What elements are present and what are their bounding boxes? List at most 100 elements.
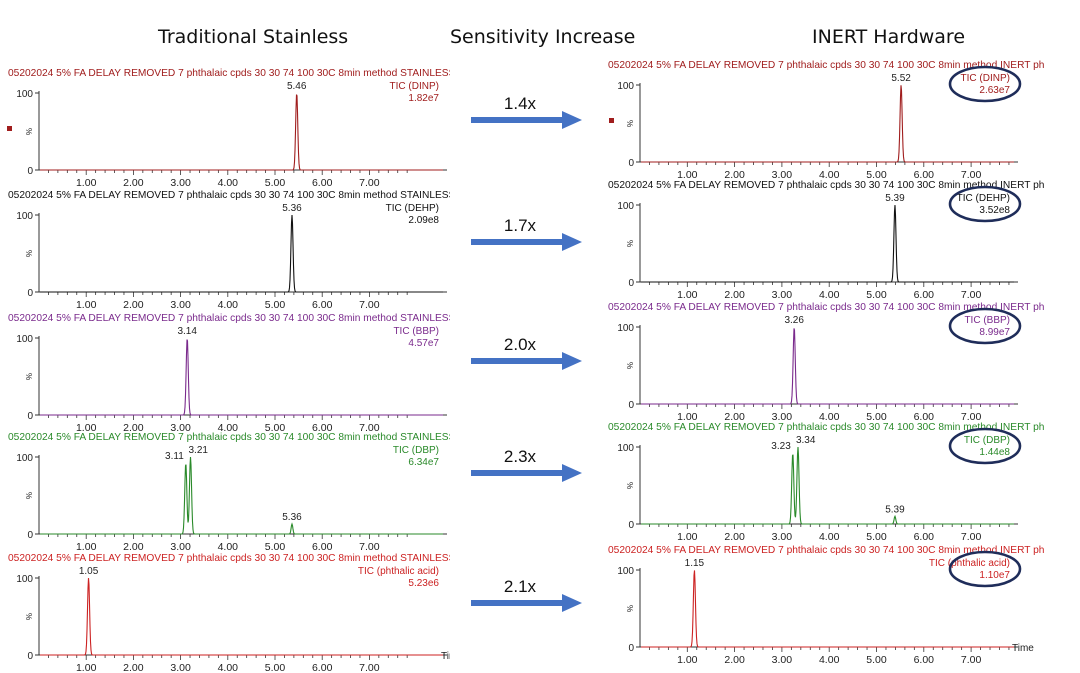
traditional-bbp-x-tick-label: 5.00 xyxy=(265,422,286,434)
inert-dinp-run-header: 05202024 5% FA DELAY REMOVED 7 phthalaic… xyxy=(608,60,1044,71)
inert-dinp-x-tick-label: 2.00 xyxy=(724,169,745,181)
traditional-dbp-intensity-label: 6.34e7 xyxy=(408,457,439,468)
traditional-dinp-x-tick-label: 1.00 xyxy=(76,177,97,189)
inert-dehp-x-tick-label: 2.00 xyxy=(724,289,745,301)
inert-dinp-x-tick-label: 4.00 xyxy=(819,169,840,181)
inert-dbp-x-tick-label: 5.00 xyxy=(866,531,887,543)
inert-bbp-run-header: 05202024 5% FA DELAY REMOVED 7 phthalaic… xyxy=(608,302,1044,313)
traditional-dbp-y-unit-label: % xyxy=(25,492,34,499)
traditional-dbp-x-tick-label: 3.00 xyxy=(170,541,191,553)
traditional-dehp-intensity-label: 2.09e8 xyxy=(408,215,439,226)
inert-bbp-y-label-100: 100 xyxy=(617,323,634,334)
traditional-dbp-y-label-0: 0 xyxy=(27,530,33,541)
sensitivity-arrow-head xyxy=(562,464,582,482)
traditional-bbp-y-unit-label: % xyxy=(25,373,34,380)
traditional-bbp-x-tick-label: 6.00 xyxy=(312,422,333,434)
traditional-phthalic-acid-x-tick-label: 5.00 xyxy=(265,662,286,673)
inert-dbp-run-header: 05202024 5% FA DELAY REMOVED 7 phthalaic… xyxy=(608,422,1044,433)
inert-bbp-y-label-0: 0 xyxy=(628,400,634,411)
inert-bbp-y-unit-label: % xyxy=(626,362,635,369)
traditional-dbp-x-tick-label: 7.00 xyxy=(359,541,380,553)
traditional-dehp-y-unit-label: % xyxy=(25,250,34,257)
inert-dbp-y-unit-label: % xyxy=(626,482,635,489)
sensitivity-increase-label: 1.7x xyxy=(504,216,537,235)
inert-bbp-intensity-label: 8.99e7 xyxy=(979,327,1010,338)
inert-trace-marker xyxy=(609,118,614,123)
inert-dehp-x-tick-label: 1.00 xyxy=(677,289,698,301)
traditional-stainless-heading: Traditional Stainless xyxy=(158,26,349,48)
traditional-dinp-x-tick-label: 2.00 xyxy=(123,177,144,189)
inert-dinp-y-unit-label: % xyxy=(626,120,635,127)
inert-dinp-chromatogram: 05202024 5% FA DELAY REMOVED 7 phthalaic… xyxy=(608,60,1044,181)
inert-dbp-x-tick-label: 1.00 xyxy=(677,531,698,543)
traditional-dinp-x-tick-label: 4.00 xyxy=(218,177,239,189)
inert-dehp-y-label-100: 100 xyxy=(617,201,634,212)
inert-phthalic-acid-x-tick-label: 5.00 xyxy=(866,654,887,666)
inert-phthalic-acid-run-header: 05202024 5% FA DELAY REMOVED 7 phthalaic… xyxy=(608,545,1044,556)
traditional-dinp-x-tick-label: 6.00 xyxy=(312,177,333,189)
traditional-bbp-x-tick-label: 3.00 xyxy=(170,422,191,434)
traditional-dinp-x-tick-label: 7.00 xyxy=(359,177,380,189)
traditional-phthalic-acid-y-unit-label: % xyxy=(25,613,34,620)
traditional-dinp-y-label-0: 0 xyxy=(27,166,33,177)
traditional-phthalic-acid-x-tick-label: 7.00 xyxy=(359,662,380,673)
traditional-dbp-y-label-100: 100 xyxy=(16,453,33,464)
traditional-bbp-chromatogram: 05202024 5% FA DELAY REMOVED 7 phthalaic… xyxy=(8,313,456,434)
traditional-dbp-x-tick-label: 1.00 xyxy=(76,541,97,553)
inert-dehp-chromatogram: 05202024 5% FA DELAY REMOVED 7 phthalaic… xyxy=(608,180,1044,301)
traditional-bbp-x-tick-label: 7.00 xyxy=(359,422,380,434)
inert-phthalic-acid-x-tick-label: 2.00 xyxy=(724,654,745,666)
inert-dehp-x-tick-label: 6.00 xyxy=(914,289,935,301)
inert-bbp-x-tick-label: 3.00 xyxy=(772,411,793,423)
inert-phthalic-acid-time-axis-label: Time xyxy=(1012,643,1034,654)
inert-dinp-x-tick-label: 3.00 xyxy=(772,169,793,181)
inert-dehp-peak-label: 5.39 xyxy=(885,193,905,204)
inert-bbp-trace-label: TIC (BBP) xyxy=(964,315,1010,326)
traditional-dinp-x-tick-label: 5.00 xyxy=(265,177,286,189)
traditional-dehp-y-label-0: 0 xyxy=(27,288,33,299)
traditional-dinp-intensity-label: 1.82e7 xyxy=(408,93,439,104)
inert-phthalic-acid-trace-line xyxy=(641,570,1014,648)
inert-dehp-y-unit-label: % xyxy=(626,240,635,247)
inert-bbp-x-tick-label: 1.00 xyxy=(677,411,698,423)
inert-dbp-trace-line xyxy=(641,446,1014,525)
inert-bbp-x-tick-label: 7.00 xyxy=(961,411,982,423)
inert-dinp-y-label-100: 100 xyxy=(617,81,634,92)
traditional-dbp-x-tick-label: 6.00 xyxy=(312,541,333,553)
inert-phthalic-acid-chromatogram: 05202024 5% FA DELAY REMOVED 7 phthalaic… xyxy=(608,545,1044,666)
inert-bbp-highlight-ellipse xyxy=(948,307,1022,345)
inert-phthalic-acid-intensity-label: 1.10e7 xyxy=(979,570,1010,581)
inert-phthalic-acid-x-tick-label: 4.00 xyxy=(819,654,840,666)
traditional-phthalic-acid-time-axis-label: Time xyxy=(441,651,463,662)
sensitivity-increase-label: 2.1x xyxy=(504,577,537,596)
inert-bbp-x-tick-label: 6.00 xyxy=(914,411,935,423)
inert-dehp-highlight-ellipse xyxy=(948,185,1022,223)
traditional-phthalic-acid-intensity-label: 5.23e6 xyxy=(408,578,439,589)
sensitivity-arrow-shaft xyxy=(471,470,564,476)
traditional-dinp-x-tick-label: 3.00 xyxy=(170,177,191,189)
inert-bbp-x-tick-label: 4.00 xyxy=(819,411,840,423)
inert-dehp-x-tick-label: 5.00 xyxy=(866,289,887,301)
inert-phthalic-acid-y-unit-label: % xyxy=(626,605,635,612)
inert-dbp-intensity-label: 1.44e8 xyxy=(979,447,1010,458)
traditional-bbp-run-header: 05202024 5% FA DELAY REMOVED 7 phthalaic… xyxy=(8,313,456,324)
traditional-phthalic-acid-chromatogram: 05202024 5% FA DELAY REMOVED 7 phthalaic… xyxy=(8,553,463,673)
traditional-phthalic-acid-x-tick-label: 2.00 xyxy=(123,662,144,673)
traditional-dinp-chromatogram: 05202024 5% FA DELAY REMOVED 7 phthalaic… xyxy=(8,68,450,189)
inert-dehp-trace-label: TIC (DEHP) xyxy=(957,193,1010,204)
inert-dehp-y-label-0: 0 xyxy=(628,278,634,289)
inert-dbp-peak-label: 3.23 xyxy=(771,441,791,452)
traditional-dehp-y-label-100: 100 xyxy=(16,211,33,222)
traditional-dehp-x-tick-label: 3.00 xyxy=(170,299,191,311)
inert-dehp-x-tick-label: 7.00 xyxy=(961,289,982,301)
inert-bbp-peak-label: 3.26 xyxy=(784,315,804,326)
inert-dbp-x-tick-label: 6.00 xyxy=(914,531,935,543)
inert-phthalic-acid-x-tick-label: 7.00 xyxy=(961,654,982,666)
inert-phthalic-acid-x-tick-label: 3.00 xyxy=(772,654,793,666)
inert-phthalic-acid-peak-label: 1.15 xyxy=(685,558,705,569)
inert-bbp-chromatogram: 05202024 5% FA DELAY REMOVED 7 phthalaic… xyxy=(608,302,1044,423)
traditional-dinp-y-unit-label: % xyxy=(25,128,34,135)
inert-dbp-x-tick-label: 4.00 xyxy=(819,531,840,543)
inert-dehp-x-tick-label: 3.00 xyxy=(772,289,793,301)
traditional-dbp-peak-label: 5.36 xyxy=(282,512,302,523)
